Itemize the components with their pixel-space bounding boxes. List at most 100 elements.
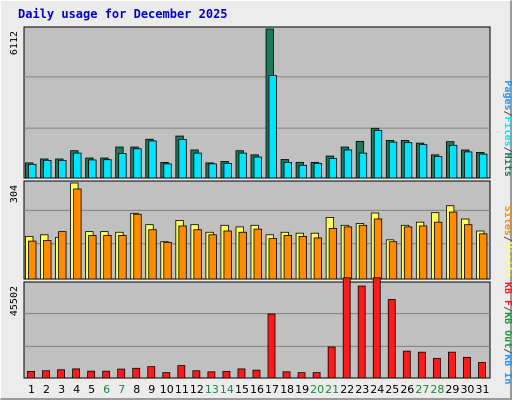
x-tick-label-18: 18 bbox=[280, 383, 294, 396]
bar-files-10 bbox=[163, 163, 172, 179]
x-tick-label-29: 29 bbox=[445, 383, 459, 396]
bar-kbout-12 bbox=[192, 370, 201, 379]
legend-entry: KB F bbox=[502, 282, 512, 306]
bar-kbout-4 bbox=[72, 368, 80, 379]
bar-files-6 bbox=[103, 159, 112, 179]
bar-kbout-17 bbox=[267, 313, 276, 379]
legend-entry: / bbox=[502, 306, 512, 312]
bar-sites-29 bbox=[449, 211, 458, 280]
bar-sites-3 bbox=[58, 231, 67, 280]
bar-sites-10 bbox=[163, 241, 172, 280]
legend-entry: / bbox=[502, 348, 512, 354]
bar-kbout-20 bbox=[312, 372, 321, 379]
bar-files-4 bbox=[73, 152, 82, 179]
bar-files-23 bbox=[358, 152, 368, 179]
bar-kbout-26 bbox=[402, 350, 411, 379]
bar-kbout-10 bbox=[162, 372, 171, 379]
bar-kbout-28 bbox=[432, 357, 441, 379]
bar-kbout-24 bbox=[372, 277, 381, 379]
x-tick-label-28: 28 bbox=[430, 383, 444, 396]
x-tick-label-22: 22 bbox=[340, 383, 354, 396]
bar-sites-24 bbox=[373, 218, 383, 280]
bar-files-29 bbox=[449, 144, 458, 179]
legend-entry: / bbox=[502, 236, 512, 242]
bar-sites-20 bbox=[313, 237, 323, 280]
ymax-label-visits-sites: 304 bbox=[9, 185, 20, 203]
legend-entry: Files bbox=[502, 117, 512, 147]
legend-entry: / bbox=[502, 147, 512, 153]
chart-title: Daily usage for December 2025 bbox=[18, 7, 228, 21]
plot-area-hits-files-pages bbox=[23, 26, 491, 179]
bar-files-14 bbox=[223, 162, 232, 179]
bar-files-16 bbox=[253, 156, 262, 179]
bar-kbout-5 bbox=[87, 370, 96, 379]
x-tick-label-19: 19 bbox=[295, 383, 309, 396]
bar-sites-18 bbox=[283, 235, 292, 280]
x-tick-label-24: 24 bbox=[370, 383, 384, 396]
bar-sites-12 bbox=[193, 229, 202, 280]
bar-kbout-15 bbox=[237, 368, 246, 379]
bar-sites-14 bbox=[223, 230, 232, 280]
bar-kbout-31 bbox=[478, 362, 486, 379]
bar-files-15 bbox=[238, 152, 247, 179]
ymax-label-kb-in-out: 45502 bbox=[9, 286, 20, 316]
legend-entry: Hits bbox=[502, 153, 512, 177]
bar-kbout-22 bbox=[342, 277, 351, 379]
bar-files-17 bbox=[268, 75, 277, 179]
bar-sites-26 bbox=[403, 226, 413, 280]
bar-files-13 bbox=[208, 163, 217, 179]
bar-files-25 bbox=[388, 141, 398, 179]
bar-sites-31 bbox=[479, 233, 488, 280]
bar-sites-4 bbox=[73, 188, 82, 280]
bar-files-3 bbox=[58, 160, 67, 179]
bar-sites-1 bbox=[28, 240, 37, 280]
x-tick-label-16: 16 bbox=[250, 383, 264, 396]
bar-files-7 bbox=[118, 153, 127, 179]
x-tick-label-11: 11 bbox=[175, 383, 189, 396]
bar-sites-5 bbox=[88, 235, 97, 280]
bar-sites-7 bbox=[118, 235, 127, 280]
bar-sites-27 bbox=[418, 225, 428, 280]
x-tick-label-1: 1 bbox=[28, 383, 35, 396]
legend-entry: Sites bbox=[502, 206, 512, 236]
x-tick-label-6: 6 bbox=[103, 383, 110, 396]
bar-sites-25 bbox=[388, 241, 398, 280]
x-tick-label-14: 14 bbox=[220, 383, 234, 396]
bar-files-12 bbox=[193, 152, 202, 179]
bar-kbout-25 bbox=[387, 299, 396, 379]
bar-sites-30 bbox=[464, 224, 473, 280]
x-tick-label-15: 15 bbox=[235, 383, 249, 396]
x-tick-label-21: 21 bbox=[325, 383, 339, 396]
bar-kbout-9 bbox=[147, 366, 156, 379]
legend-visits-sites: Sites/Visits bbox=[502, 206, 512, 278]
x-tick-label-30: 30 bbox=[460, 383, 474, 396]
legend-entry: KB In bbox=[502, 354, 512, 384]
legend-entry: / bbox=[502, 111, 512, 117]
x-tick-label-31: 31 bbox=[475, 383, 489, 396]
bar-kbout-7 bbox=[117, 368, 126, 379]
plot-area-kb-in-out bbox=[23, 281, 491, 379]
legend-entry: Visits bbox=[502, 242, 512, 278]
bar-sites-17 bbox=[268, 238, 277, 280]
x-tick-label-5: 5 bbox=[88, 383, 95, 396]
bar-kbout-1 bbox=[27, 370, 35, 379]
bar-files-22 bbox=[343, 149, 353, 179]
legend-kb-in-out: KB F/KB Out/KB In bbox=[502, 282, 512, 384]
x-tick-label-8: 8 bbox=[133, 383, 140, 396]
bar-kbout-30 bbox=[463, 356, 471, 379]
bar-kbout-14 bbox=[222, 370, 231, 379]
x-tick-label-17: 17 bbox=[265, 383, 279, 396]
x-tick-label-13: 13 bbox=[205, 383, 219, 396]
x-tick-label-10: 10 bbox=[160, 383, 174, 396]
bar-kbout-3 bbox=[57, 369, 65, 379]
bar-files-1 bbox=[28, 163, 37, 179]
legend-entry: KB Out bbox=[502, 312, 512, 348]
bar-kbout-13 bbox=[207, 371, 216, 379]
bar-kbout-18 bbox=[282, 371, 291, 379]
bar-files-18 bbox=[283, 161, 292, 179]
bar-sites-8 bbox=[133, 213, 142, 280]
bar-sites-9 bbox=[148, 229, 157, 280]
bar-sites-22 bbox=[343, 226, 353, 280]
bar-sites-28 bbox=[433, 221, 443, 280]
x-tick-label-27: 27 bbox=[415, 383, 429, 396]
